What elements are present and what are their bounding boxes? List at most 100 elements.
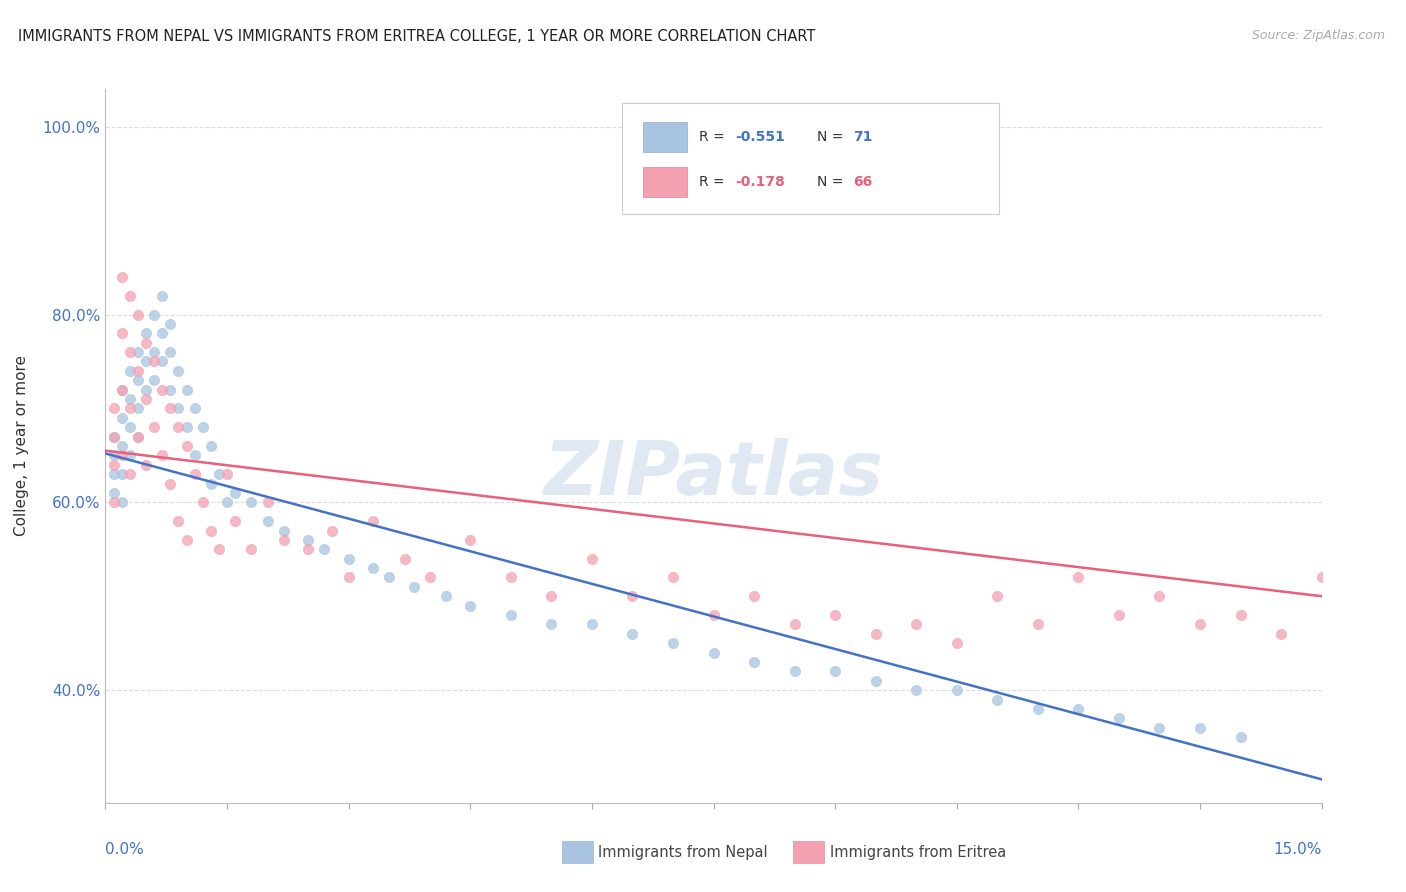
Point (127, 308, 149, 322)
Text: -0.178: -0.178 (735, 175, 785, 189)
Point (150, 354, 173, 368)
Point (103, 495, 125, 509)
Point (143, 354, 166, 368)
Y-axis label: College, 1 year or more: College, 1 year or more (14, 356, 28, 536)
Point (361, 561, 384, 575)
Point (150, 383, 173, 397)
Point (1149, 589, 1171, 603)
Point (191, 420, 214, 434)
Point (240, 495, 263, 509)
Point (127, 364, 149, 378)
Point (297, 542, 319, 557)
Point (1108, 711, 1130, 725)
Point (111, 383, 134, 397)
Point (394, 551, 416, 566)
Point (458, 599, 481, 613)
Point (135, 354, 157, 368)
Point (103, 486, 125, 500)
Text: R =: R = (699, 175, 728, 189)
Point (256, 495, 278, 509)
Point (118, 289, 141, 303)
Point (127, 401, 149, 416)
Text: ZIPatlas: ZIPatlas (544, 438, 883, 511)
Point (321, 524, 343, 538)
Point (135, 392, 157, 406)
Point (150, 289, 173, 303)
Point (662, 636, 685, 650)
Point (159, 476, 181, 491)
Point (167, 364, 190, 378)
Point (783, 665, 806, 679)
Point (581, 617, 603, 632)
Point (103, 429, 125, 443)
Point (191, 495, 214, 509)
Point (702, 607, 725, 622)
Point (135, 383, 157, 397)
Point (865, 627, 887, 641)
Point (224, 514, 246, 528)
Point (1189, 721, 1212, 735)
Point (111, 326, 134, 341)
Text: 0.0%: 0.0% (105, 842, 145, 857)
Point (581, 551, 603, 566)
Point (824, 665, 846, 679)
Point (986, 589, 1008, 603)
Point (159, 383, 181, 397)
Point (824, 607, 846, 622)
Point (945, 683, 967, 698)
Point (783, 617, 806, 632)
Point (111, 439, 134, 453)
Point (135, 326, 157, 341)
Point (103, 467, 125, 482)
Text: Source: ZipAtlas.com: Source: ZipAtlas.com (1251, 29, 1385, 42)
Text: R =: R = (699, 130, 728, 144)
Point (702, 646, 725, 660)
Point (1270, 627, 1292, 641)
Text: Immigrants from Nepal: Immigrants from Nepal (598, 845, 768, 860)
Point (986, 692, 1008, 706)
Point (314, 542, 336, 557)
Point (183, 467, 205, 482)
Point (127, 429, 149, 443)
Point (273, 524, 295, 538)
Point (143, 345, 166, 359)
Point (111, 467, 134, 482)
Point (176, 439, 198, 453)
Point (135, 458, 157, 472)
Point (103, 449, 125, 463)
Point (1351, 607, 1374, 622)
Point (127, 373, 149, 387)
Point (419, 570, 441, 584)
Text: -0.551: -0.551 (735, 130, 786, 144)
Point (167, 420, 190, 434)
Text: 71: 71 (853, 130, 873, 144)
Text: N =: N = (817, 175, 848, 189)
Text: N =: N = (817, 130, 848, 144)
Point (200, 476, 222, 491)
Text: 66: 66 (853, 175, 873, 189)
Point (118, 364, 141, 378)
Point (621, 589, 644, 603)
Point (1189, 617, 1212, 632)
Point (458, 533, 481, 547)
FancyBboxPatch shape (623, 103, 1000, 214)
Point (150, 326, 173, 341)
Point (118, 345, 141, 359)
Point (337, 570, 360, 584)
Text: Immigrants from Eritrea: Immigrants from Eritrea (831, 845, 1007, 860)
Point (167, 401, 190, 416)
Point (103, 429, 125, 443)
Point (297, 533, 319, 547)
FancyBboxPatch shape (793, 841, 824, 863)
Point (378, 570, 401, 584)
Point (143, 308, 166, 322)
Point (118, 467, 141, 482)
Point (111, 410, 134, 425)
Point (127, 429, 149, 443)
Point (111, 449, 134, 463)
Point (143, 420, 166, 434)
Point (176, 383, 198, 397)
Text: 15.0%: 15.0% (1274, 842, 1322, 857)
Point (176, 420, 198, 434)
Point (118, 401, 141, 416)
